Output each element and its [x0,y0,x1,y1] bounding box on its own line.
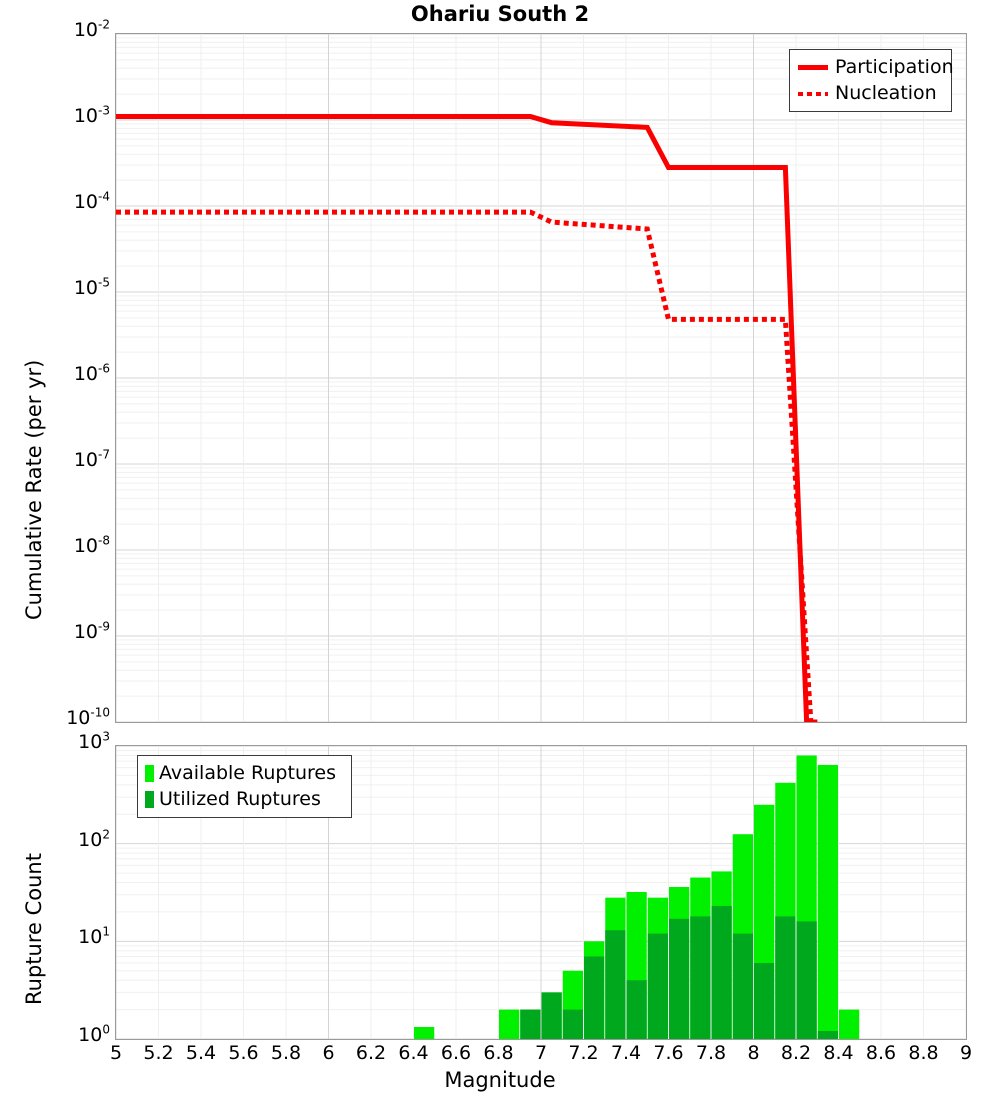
xtick-7.8: 7.8 [695,1042,727,1064]
xtick-8: 8 [747,1042,760,1064]
bar-utilized [584,956,605,1039]
solid-line-icon [797,57,831,77]
xtick-9: 9 [959,1042,973,1064]
xtick-7.6: 7.6 [653,1042,684,1064]
legend-label-nucleation: Nucleation [835,82,937,104]
xtick-8.8: 8.8 [908,1042,939,1064]
xtick-7: 7 [534,1042,548,1064]
legend-label-utilized-ruptures: Utilized Ruptures [159,788,321,810]
top-ytick--10: 10-10 [66,705,110,729]
series-nucleation-line [116,209,818,722]
xtick-6.2: 6.2 [355,1042,387,1064]
bar-utilized [541,992,562,1039]
xtick-7.4: 7.4 [610,1042,642,1064]
bar-utilized [647,933,668,1039]
bar-available [839,1009,860,1039]
bar-utilized [754,963,775,1039]
bar-utilized [732,933,753,1039]
xtick-8.4: 8.4 [823,1042,854,1064]
bar-utilized [520,1009,541,1039]
legend-item-utilized-ruptures: Utilized Ruptures [145,786,344,812]
bar-utilized [775,916,796,1039]
bar-available [817,764,838,1039]
legend-item-available-ruptures: Available Ruptures [145,760,344,786]
bottom-ytick-0: 100 [78,1022,110,1046]
xtick-5.2: 5.2 [143,1042,174,1064]
xtick-6.4: 6.4 [398,1042,429,1064]
bar-utilized [562,1009,583,1039]
top-ytick--5: 10-5 [73,275,110,299]
xtick-5.8: 5.8 [270,1042,302,1064]
top-ytick--6: 10-6 [73,361,110,385]
xtick-6.6: 6.6 [440,1042,472,1064]
bar-utilized [690,916,711,1039]
top-ytick--2: 10-2 [73,17,110,41]
xtick-8.6: 8.6 [865,1042,897,1064]
xtick-5.4: 5.4 [185,1042,217,1064]
xtick-5.6: 5.6 [228,1042,259,1064]
bar-utilized [669,918,690,1039]
xtick-6.8: 6.8 [483,1042,514,1064]
top-panel-legend: Participation Nucleation [789,49,954,112]
xtick-5: 5 [109,1042,123,1064]
available-ruptures-swatch-icon [145,764,154,782]
legend-item-nucleation: Nucleation [797,80,944,106]
bottom-ytick-3: 103 [78,729,110,753]
top-ytick--4: 10-4 [73,189,110,213]
bottom-panel-legend: Available Ruptures Utilized Ruptures [137,755,352,818]
bar-available [499,1009,520,1039]
top-panel-ylabel: Cumulative Rate (per yr) [22,359,46,620]
top-ytick--3: 10-3 [73,103,110,127]
top-ytick--9: 10-9 [73,619,110,643]
cumulative-rate-plot [115,33,967,723]
bar-available [414,1027,435,1039]
dotted-line-icon [797,83,831,103]
bar-utilized [626,980,647,1039]
bar-utilized [796,921,817,1039]
xaxis-label: Magnitude [444,1068,556,1092]
bar-utilized [711,906,732,1039]
legend-label-available-ruptures: Available Ruptures [159,762,336,784]
bar-utilized [817,1031,838,1039]
xtick-6: 6 [322,1042,335,1064]
xtick-8.2: 8.2 [780,1042,812,1064]
bottom-ytick-1: 101 [78,925,110,949]
legend-item-participation: Participation [797,54,954,80]
top-plot-canvas [116,34,966,722]
top-ytick--7: 10-7 [73,447,110,471]
page-title: Ohariu South 2 [410,2,590,26]
bottom-ytick-2: 102 [78,827,110,851]
xtick-7.2: 7.2 [568,1042,599,1064]
top-ytick--8: 10-8 [73,533,110,557]
series-participation-line [116,113,818,722]
bar-utilized [605,930,626,1039]
legend-label-participation: Participation [835,56,954,78]
utilized-ruptures-swatch-icon [145,790,154,808]
